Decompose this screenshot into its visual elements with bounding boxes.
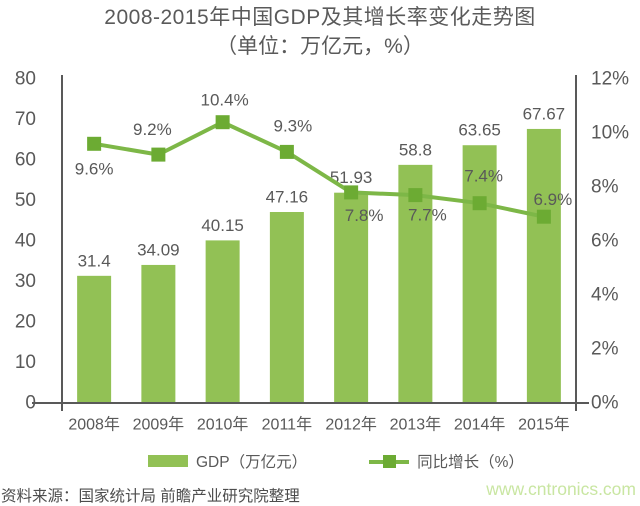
growth-marker bbox=[344, 185, 359, 200]
x-axis-tick-label: 2011年 bbox=[262, 416, 312, 434]
growth-value-label: 7.4% bbox=[464, 167, 503, 186]
gdp-legend-label: GDP（万亿元） bbox=[196, 454, 308, 471]
legend: GDP（万亿元） 同比增长（%） bbox=[148, 450, 524, 472]
gdp-bar bbox=[141, 264, 176, 403]
gdp-bar bbox=[77, 275, 112, 403]
left-axis-tick-label: 80 bbox=[15, 69, 36, 90]
right-axis-tick-label: 8% bbox=[591, 177, 619, 198]
gdp-bar-value-label: 67.67 bbox=[523, 104, 566, 123]
right-axis-tick-label: 2% bbox=[591, 339, 619, 360]
growth-marker bbox=[408, 188, 423, 203]
right-axis-tick-label: 0% bbox=[591, 393, 619, 414]
growth-marker bbox=[472, 196, 487, 211]
growth-line bbox=[92, 120, 546, 219]
growth-marker bbox=[151, 147, 166, 162]
gdp-bar-value-label: 31.4 bbox=[78, 251, 111, 270]
gdp-bar bbox=[526, 128, 561, 403]
growth-legend-marker-icon bbox=[382, 454, 396, 468]
growth-marker bbox=[215, 115, 230, 130]
left-axis-tick-label: 40 bbox=[15, 231, 36, 252]
gdp-bar-value-label: 51.93 bbox=[330, 168, 373, 187]
gdp-bar bbox=[269, 212, 304, 403]
left-axis-tick-label: 20 bbox=[15, 312, 36, 333]
growth-legend-swatch bbox=[369, 454, 410, 468]
gdp-bar-value-label: 58.8 bbox=[399, 140, 432, 159]
watermark: www.cntronics.com bbox=[486, 479, 636, 499]
growth-value-label: 9.6% bbox=[75, 159, 114, 178]
x-axis-tick-label: 2015年 bbox=[518, 416, 570, 434]
x-axis-tick-label: 2014年 bbox=[454, 416, 506, 434]
growth-value-label: 6.9% bbox=[534, 190, 573, 209]
right-axis-tick-label: 4% bbox=[591, 285, 619, 306]
legend-item-growth: 同比增长（%） bbox=[369, 450, 524, 472]
gdp-bar-value-label: 34.09 bbox=[137, 240, 180, 259]
right-axis-tick-label: 12% bbox=[591, 69, 629, 90]
left-axis-tick-label: 0 bbox=[25, 393, 36, 414]
x-axis-tick-label: 2012年 bbox=[325, 416, 377, 434]
right-axis-tick-label: 10% bbox=[591, 123, 629, 144]
x-axis-tick-label: 2013年 bbox=[390, 416, 442, 434]
x-axis-tick-label: 2009年 bbox=[133, 416, 185, 434]
growth-marker bbox=[279, 144, 294, 159]
right-axis-tick-label: 6% bbox=[591, 231, 619, 252]
left-axis-tick-label: 30 bbox=[15, 271, 36, 292]
x-axis-tick-label: 2008年 bbox=[68, 416, 120, 434]
left-axis-tick-label: 60 bbox=[15, 150, 36, 171]
left-axis-tick-label: 10 bbox=[15, 352, 36, 373]
chart-subtitle: （单位：万亿元，%） bbox=[216, 35, 424, 58]
gdp-bar bbox=[334, 192, 369, 403]
left-axis-tick-label: 70 bbox=[15, 109, 36, 130]
left-axis-tick-label: 50 bbox=[15, 190, 36, 211]
gdp-bar bbox=[398, 164, 433, 403]
growth-value-label: 9.3% bbox=[274, 116, 313, 135]
growth-value-label: 10.4% bbox=[201, 91, 249, 110]
gdp-bar-value-label: 63.65 bbox=[458, 121, 501, 140]
growth-marker bbox=[87, 136, 102, 151]
source-note: 资料来源：国家统计局 前瞻产业研究院整理 bbox=[1, 488, 300, 505]
gdp-bar bbox=[462, 145, 497, 403]
chart-title: 2008-2015年中国GDP及其增长率变化走势图 bbox=[104, 6, 536, 29]
legend-item-gdp: GDP（万亿元） bbox=[148, 450, 307, 472]
gdp-legend-swatch bbox=[148, 455, 188, 467]
gdp-bar bbox=[205, 240, 240, 403]
growth-value-label: 7.8% bbox=[345, 206, 384, 225]
gdp-bar-value-label: 40.15 bbox=[201, 216, 244, 235]
growth-legend-label: 同比增长（%） bbox=[417, 454, 524, 471]
x-axis-tick-label: 2010年 bbox=[197, 416, 249, 434]
gdp-bar-value-label: 47.16 bbox=[266, 188, 309, 207]
growth-marker bbox=[536, 209, 551, 224]
growth-value-label: 7.7% bbox=[408, 206, 447, 225]
growth-value-label: 9.2% bbox=[133, 120, 172, 139]
